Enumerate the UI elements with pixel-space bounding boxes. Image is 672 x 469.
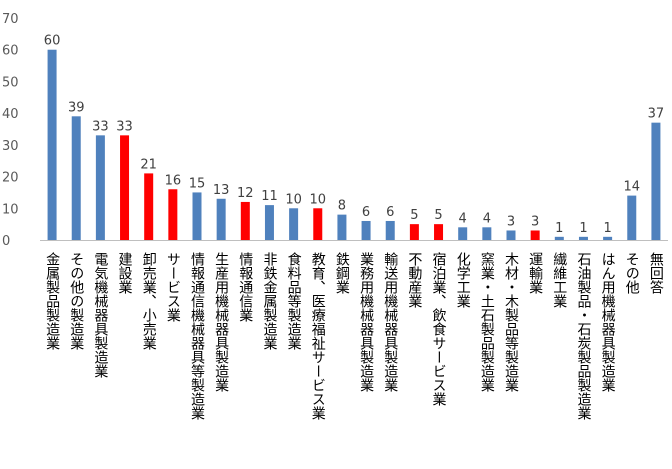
category-label: 教育、医療福祉サービス業 <box>310 252 326 420</box>
data-label: 8 <box>338 199 346 214</box>
data-label: 16 <box>165 173 182 188</box>
bar <box>385 220 395 240</box>
category-label: 運輸業 <box>527 252 543 294</box>
y-tick-label: 0 <box>2 234 10 249</box>
data-label: 1 <box>603 221 611 236</box>
data-label: 12 <box>237 186 254 201</box>
category-label: その他 <box>624 252 640 295</box>
category-label: 食料品等製造業 <box>286 251 302 350</box>
category-label: 建設業 <box>117 252 133 294</box>
category-label: 鉄鋼業 <box>334 252 350 294</box>
category-label: サービス業 <box>165 252 181 322</box>
category-label: 電気機械器具製造業 <box>92 252 108 378</box>
data-label: 39 <box>68 100 85 115</box>
bar <box>409 224 419 240</box>
data-label: 4 <box>483 211 491 226</box>
data-label: 4 <box>459 211 467 226</box>
data-label: 13 <box>213 183 230 198</box>
y-tick-label: 40 <box>2 107 19 122</box>
bar <box>47 49 57 240</box>
y-tick-label: 60 <box>2 44 19 59</box>
y-tick-label: 30 <box>2 139 19 154</box>
bar <box>71 116 81 240</box>
bar <box>361 220 371 240</box>
bar <box>95 135 105 240</box>
data-label: 15 <box>189 176 206 191</box>
category-label: 窯業・土石製品製造業 <box>479 251 495 392</box>
category-label: 業務用機械器具製造業 <box>358 252 374 392</box>
y-axis: 0 10 20 30 40 50 60 70 <box>2 12 19 249</box>
category-label: 情報通信機械器具等製造業 <box>189 252 205 420</box>
data-label: 3 <box>507 214 515 229</box>
y-tick-label: 10 <box>2 202 19 217</box>
bar <box>144 173 154 240</box>
data-label: 11 <box>261 189 278 204</box>
bars <box>47 49 661 240</box>
data-label: 1 <box>579 221 587 236</box>
category-label: 輸送用機械器具製造業 <box>382 252 398 392</box>
category-label: 生産用機械器具製造業 <box>213 252 229 392</box>
bar <box>530 230 540 240</box>
data-label: 33 <box>92 119 109 134</box>
bar <box>434 224 444 240</box>
category-label: 無回答 <box>648 252 664 294</box>
category-label: 繊維工業 <box>551 252 567 308</box>
data-label: 10 <box>309 192 326 207</box>
category-label: 化学工業 <box>455 252 471 308</box>
y-tick-label: 50 <box>2 75 19 90</box>
bar <box>506 230 516 240</box>
bar <box>482 227 492 240</box>
data-label: 21 <box>140 157 157 172</box>
category-label: 木材・木製品等製造業 <box>503 252 519 392</box>
category-label: 金属製品製造業 <box>44 252 60 350</box>
category-label: 情報通信業 <box>237 252 253 322</box>
bar <box>313 208 323 240</box>
data-label: 33 <box>116 119 133 134</box>
bar <box>120 135 130 240</box>
bar <box>578 236 588 240</box>
data-label: 10 <box>285 192 302 207</box>
category-label: 石油製品・石炭製品製造業 <box>575 252 591 420</box>
category-label: 不動産業 <box>406 252 422 308</box>
y-tick-label: 20 <box>2 171 19 186</box>
bar <box>289 208 299 240</box>
bar <box>458 227 468 240</box>
bar <box>240 201 250 240</box>
category-labels: 金属製品製造業 その他の製造業 電気機械器具製造業 建設業 卸売業、小売業 サービス業 情報… <box>44 251 664 420</box>
bar <box>651 122 661 240</box>
bar <box>337 214 347 240</box>
bar <box>264 205 274 240</box>
bar <box>168 189 178 240</box>
bar <box>627 195 637 240</box>
category-label: 卸売業、小売業 <box>141 252 157 350</box>
bar <box>603 236 613 240</box>
category-label: はん用機械器具製造業 <box>600 252 616 392</box>
data-label: 5 <box>434 208 442 223</box>
data-label: 14 <box>623 180 640 195</box>
category-label: その他の製造業 <box>68 252 84 350</box>
data-label: 6 <box>362 205 370 220</box>
data-label: 5 <box>410 208 418 223</box>
bar <box>216 198 226 240</box>
y-tick-label: 70 <box>2 12 19 27</box>
data-label: 6 <box>386 205 394 220</box>
category-label: 宿泊業、飲食サービス業 <box>431 251 447 406</box>
data-label: 1 <box>555 221 563 236</box>
bar <box>554 236 564 240</box>
category-label: 非鉄金属製造業 <box>261 252 277 350</box>
data-label: 37 <box>648 107 665 122</box>
bar <box>192 192 202 240</box>
data-label: 3 <box>531 214 539 229</box>
data-label: 60 <box>44 34 61 49</box>
